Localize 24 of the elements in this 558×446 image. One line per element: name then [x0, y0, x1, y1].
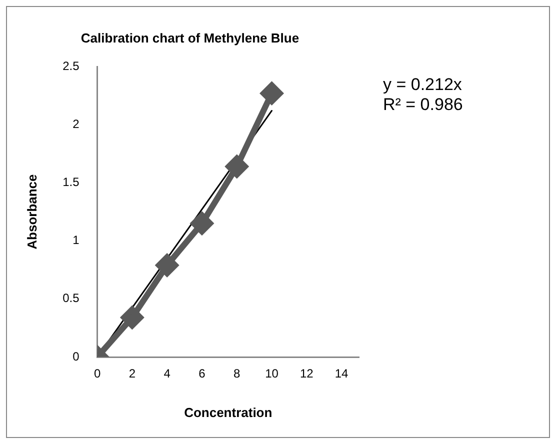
text: R² = 0.986: [383, 94, 463, 114]
point: [190, 212, 213, 234]
x-tick-label: 6: [198, 366, 206, 381]
y-tick-label: 2: [72, 116, 80, 131]
y-tick-label: 0.5: [62, 291, 80, 306]
x-tick-label: 12: [300, 366, 314, 381]
point: [156, 254, 178, 276]
y-tick-label: 2.5: [62, 58, 80, 73]
y-tick-label: 1.5: [62, 175, 80, 190]
x-tick-label: 10: [265, 366, 279, 381]
x-tick-label: 8: [234, 366, 241, 381]
chart-title: Calibration chart of Methylene Blue: [80, 30, 300, 46]
x-axis-title: Concentration: [184, 404, 272, 420]
x-tick-label: 4: [164, 366, 171, 381]
y-tick-label: 0: [72, 349, 80, 364]
x-tick-label: 0: [94, 366, 101, 381]
point: [226, 156, 248, 178]
y-tick-label: 1: [72, 233, 80, 248]
y-axis-title: Absorbance: [24, 174, 40, 250]
x-tick-label: 14: [334, 366, 349, 381]
point: [260, 82, 283, 104]
x-tick-label: 2: [128, 366, 136, 381]
text: y = 0.212x: [383, 74, 462, 94]
point: [121, 306, 144, 329]
